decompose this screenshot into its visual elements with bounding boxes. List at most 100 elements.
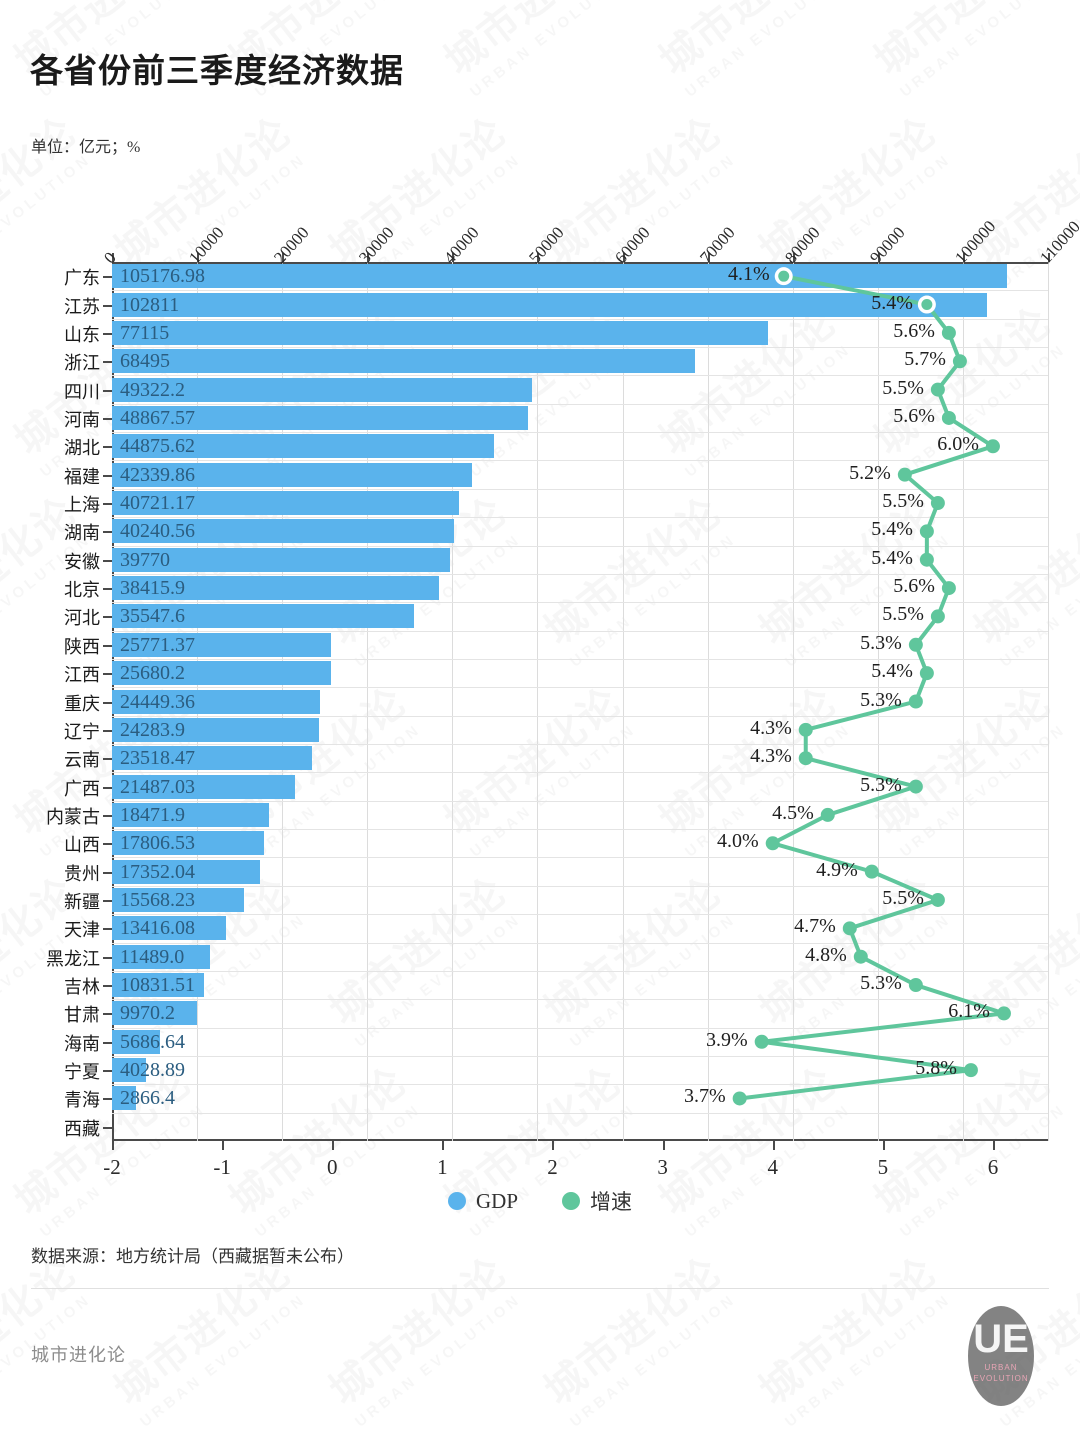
horizontal-gridline xyxy=(112,999,1048,1001)
horizontal-gridline xyxy=(112,885,1048,887)
gdp-bar-value-label: 102811 xyxy=(120,293,180,316)
legend-color-dot-icon xyxy=(562,1192,580,1210)
category-label: 福建 xyxy=(64,466,100,487)
category-label: 天津 xyxy=(64,920,100,941)
growth-rate-value-label: 4.9% xyxy=(816,858,858,881)
gdp-bar xyxy=(112,746,313,771)
gdp-bar xyxy=(112,576,439,601)
top-axis-tick-label: 100000 xyxy=(951,216,1000,268)
gdp-bar xyxy=(112,887,245,912)
category-label: 海南 xyxy=(64,1033,100,1054)
category-axis-tick xyxy=(103,928,112,931)
growth-rate-value-label: 5.2% xyxy=(849,461,891,484)
top-axis-tick xyxy=(282,253,285,262)
gdp-bar-value-label: 2866.4 xyxy=(120,1087,175,1110)
legend-label: 增速 xyxy=(590,1190,632,1214)
gdp-bar-value-label: 4028.89 xyxy=(120,1059,185,1082)
category-label: 安徽 xyxy=(64,551,100,572)
category-label: 新疆 xyxy=(64,891,100,912)
watermark-tile: 城市进化论URBAN EVOLUTION xyxy=(1075,1431,1080,1440)
horizontal-gridline xyxy=(112,715,1048,717)
growth-rate-value-label: 5.8% xyxy=(915,1057,957,1080)
gdp-bar xyxy=(112,434,494,459)
gdp-bar-value-label: 10831.51 xyxy=(120,974,195,997)
watermark-tile: 城市进化论URBAN EVOLUTION xyxy=(860,1431,1073,1440)
gdp-bar xyxy=(112,405,528,430)
growth-rate-value-label: 6.1% xyxy=(948,1000,990,1023)
watermark-tile: 城市进化论URBAN EVOLUTION xyxy=(215,1431,428,1440)
growth-rate-value-label: 5.5% xyxy=(882,603,924,626)
gdp-bar-value-label: 38415.9 xyxy=(120,577,185,600)
legend-item[interactable]: 增速 xyxy=(562,1186,632,1216)
vertical-gridline xyxy=(452,262,454,1141)
growth-rate-value-label: 5.3% xyxy=(860,688,902,711)
page-title: 各省份前三季度经济数据 xyxy=(30,54,404,90)
category-label: 辽宁 xyxy=(64,721,100,742)
category-axis-tick xyxy=(103,616,112,619)
horizontal-gridline xyxy=(112,942,1048,944)
category-label: 内蒙古 xyxy=(46,806,100,827)
watermark-tile: 城市进化论URBAN EVOLUTION xyxy=(430,0,643,101)
category-label: 青海 xyxy=(64,1090,100,1111)
growth-rate-value-label: 5.7% xyxy=(904,348,946,371)
watermark-tile: 城市进化论URBAN EVOLUTION xyxy=(430,1431,643,1440)
bottom-axis-tick-label: -2 xyxy=(103,1155,121,1179)
gdp-bar xyxy=(112,689,321,714)
horizontal-gridline xyxy=(112,744,1048,746)
category-label: 吉林 xyxy=(64,977,100,998)
bottom-axis-tick xyxy=(992,1141,995,1150)
gdp-bar-value-label: 39770 xyxy=(120,548,170,571)
gdp-bar-value-label: 24283.9 xyxy=(120,718,185,741)
watermark-tile: 城市进化论URBAN EVOLUTION xyxy=(645,1431,858,1440)
horizontal-gridline xyxy=(112,800,1048,802)
gdp-bar xyxy=(112,859,260,884)
growth-rate-value-label: 5.4% xyxy=(871,518,913,541)
bottom-axis-tick xyxy=(662,1141,665,1150)
horizontal-gridline xyxy=(112,602,1048,604)
category-label: 江西 xyxy=(64,665,100,686)
category-label: 广西 xyxy=(64,778,100,799)
ue-logo: UE URBAN EVOLUTION xyxy=(968,1306,1034,1406)
bottom-axis-tick-label: 3 xyxy=(657,1155,668,1179)
category-axis-tick xyxy=(103,673,112,676)
growth-rate-value-label: 6.0% xyxy=(937,433,979,456)
growth-rate-value-label: 5.5% xyxy=(882,376,924,399)
horizontal-gridline xyxy=(112,1027,1048,1029)
legend-color-dot-icon xyxy=(447,1192,466,1210)
category-label: 北京 xyxy=(64,580,100,601)
bottom-axis-tick xyxy=(772,1141,775,1150)
legend-item[interactable]: GDP xyxy=(447,1189,518,1214)
growth-rate-value-label: 3.9% xyxy=(706,1028,748,1051)
svg-text:EVOLUTION: EVOLUTION xyxy=(973,1374,1028,1383)
category-axis-tick xyxy=(103,332,112,335)
chart-plot-area: 0 10000 20000 30000 40000 50000 60000 70000 8000… xyxy=(46,217,1080,1179)
growth-rate-value-label: 5.5% xyxy=(882,886,924,909)
gdp-bar-value-label: 15568.23 xyxy=(120,888,195,911)
growth-rate-value-label: 5.5% xyxy=(882,490,924,513)
growth-rate-value-label: 4.7% xyxy=(794,915,836,938)
bottom-axis-tick-label: 1 xyxy=(437,1155,448,1179)
category-axis-tick xyxy=(103,503,112,506)
horizontal-gridline xyxy=(112,290,1048,292)
category-axis-tick xyxy=(103,1098,112,1101)
top-axis-tick xyxy=(707,253,710,262)
horizontal-gridline xyxy=(112,914,1048,916)
gdp-bar xyxy=(112,1001,197,1026)
category-label: 湖北 xyxy=(64,438,100,459)
top-axis-tick xyxy=(792,253,795,262)
horizontal-gridline xyxy=(112,658,1048,660)
category-label: 上海 xyxy=(64,495,100,516)
gdp-bar xyxy=(112,717,319,742)
watermark-tile: 城市进化论URBAN EVOLUTION xyxy=(0,1241,98,1431)
horizontal-gridline xyxy=(112,318,1048,320)
growth-rate-value-label: 4.1% xyxy=(728,263,770,286)
horizontal-gridline xyxy=(112,772,1048,774)
gdp-bar xyxy=(112,320,769,345)
gdp-bar-value-label: 77115 xyxy=(120,321,170,344)
category-label: 江苏 xyxy=(64,296,100,317)
growth-rate-value-label: 4.0% xyxy=(717,830,759,853)
category-axis-tick xyxy=(103,276,112,279)
gdp-bar-value-label: 21487.03 xyxy=(120,775,195,798)
category-axis-tick xyxy=(103,1070,112,1073)
horizontal-gridline xyxy=(112,573,1048,575)
